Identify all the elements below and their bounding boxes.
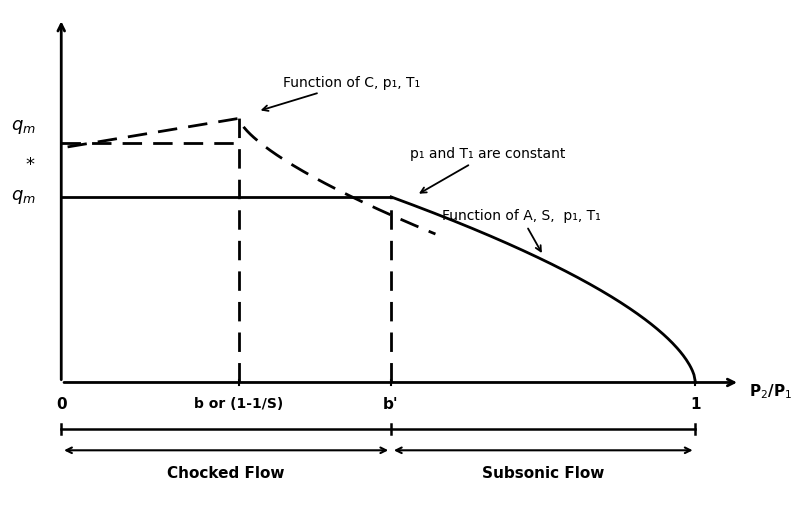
Text: 1: 1	[690, 397, 701, 412]
Text: $q_m$: $q_m$	[11, 118, 36, 136]
Text: b': b'	[383, 397, 399, 412]
Text: 0: 0	[56, 397, 66, 412]
Text: p₁ and T₁ are constant: p₁ and T₁ are constant	[410, 147, 566, 193]
Text: Function of C, p₁, T₁: Function of C, p₁, T₁	[263, 76, 421, 111]
Text: Function of A, S,  p₁, T₁: Function of A, S, p₁, T₁	[442, 209, 601, 251]
Text: b or (1-1/S): b or (1-1/S)	[194, 397, 284, 411]
Text: $*$: $*$	[26, 154, 36, 172]
Text: $q_m$: $q_m$	[11, 188, 36, 206]
Text: Chocked Flow: Chocked Flow	[167, 466, 285, 482]
Text: P$_2$/P$_1$: P$_2$/P$_1$	[750, 382, 793, 401]
Text: Subsonic Flow: Subsonic Flow	[482, 466, 605, 482]
